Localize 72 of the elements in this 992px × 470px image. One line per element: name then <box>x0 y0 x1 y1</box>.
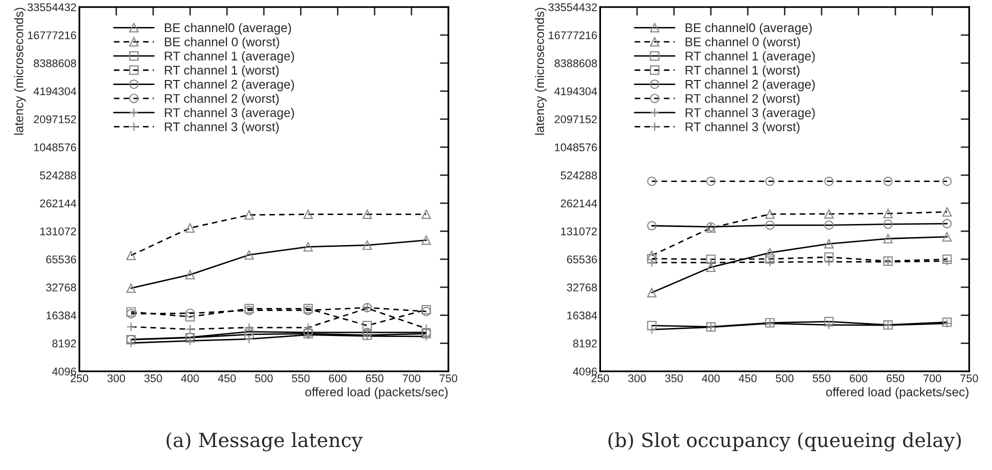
x-tick-label: 600 <box>328 374 347 382</box>
x-tick-label: 300 <box>107 374 126 382</box>
x-tick-label: 350 <box>665 374 683 382</box>
y-tick-label: 131072 <box>561 227 597 236</box>
legend-label: RT channel 3 (worst) <box>164 122 279 134</box>
x-tick-label: 450 <box>738 374 757 382</box>
x-tick-label: 350 <box>144 374 162 382</box>
y-tick-label: 8388608 <box>554 59 597 68</box>
x-tick-label: 750 <box>960 374 978 382</box>
y-tick-label: 4096 <box>52 368 76 376</box>
x-tick-label: 550 <box>812 374 830 382</box>
y-tick-label: 4096 <box>572 368 597 376</box>
y-tick-label: 16384 <box>46 312 76 320</box>
x-tick-label: 500 <box>255 374 273 382</box>
y-tick-label: 33554432 <box>28 3 76 12</box>
text: (a) Message latency <box>166 432 363 452</box>
y-tick-label: 4194304 <box>34 87 76 96</box>
legend-label: RT channel 3 (average) <box>164 108 294 120</box>
legend-label: RT channel 2 (average) <box>686 80 815 92</box>
x-tick-label: 300 <box>628 374 646 382</box>
y-tick-label: 262144 <box>40 199 76 208</box>
legend-label: RT channel 1 (average) <box>686 51 815 63</box>
legend-label: RT channel 1 (average) <box>164 51 294 63</box>
legend-label: RT channel 2 (average) <box>164 80 294 92</box>
y-tick-label: 32768 <box>46 284 76 292</box>
legend-label: BE channel0 (average) <box>164 22 291 35</box>
x-tick-label: 450 <box>218 374 236 382</box>
x-tick-label: 250 <box>70 374 88 382</box>
x-tick-label: 700 <box>402 374 420 382</box>
y-tick-label: 16384 <box>567 312 598 320</box>
text: (b) Slot occupancy (queueing delay) <box>608 432 961 452</box>
x-tick-label: 250 <box>591 374 609 382</box>
y-tick-label: 65536 <box>46 255 76 264</box>
y-tick-label: 524288 <box>40 171 76 180</box>
y-tick-label: 65536 <box>567 255 597 264</box>
legend-label: BE channel0 (average) <box>686 22 812 35</box>
x-tick-label: 550 <box>292 374 310 382</box>
x-axis-title: offered load (packets/sec) <box>826 387 968 399</box>
legend-label: RT channel 3 (worst) <box>686 122 800 134</box>
y-tick-label: 2097152 <box>554 115 597 124</box>
legend-label: BE channel 0 (worst) <box>164 37 280 49</box>
y-tick-label: 262144 <box>560 199 598 208</box>
x-tick-label: 750 <box>440 374 458 382</box>
legend-label: RT channel 1 (worst) <box>686 65 800 78</box>
y-axis-title: latency (microseconds) <box>534 8 547 135</box>
y-tick-label: 131072 <box>40 227 76 236</box>
y-axis-title: latency (microseconds) <box>14 8 26 135</box>
legend-label: RT channel 2 (worst) <box>686 94 800 106</box>
y-tick-label: 4194304 <box>554 87 598 96</box>
y-tick-label: 524288 <box>560 171 597 180</box>
legend-label: BE channel 0 (worst) <box>686 37 800 49</box>
x-tick-label: 400 <box>702 374 720 382</box>
x-tick-label: 650 <box>366 374 384 382</box>
x-tick-label: 650 <box>886 374 904 382</box>
x-tick-label: 500 <box>776 374 794 382</box>
legend-label: RT channel 2 (worst) <box>164 94 279 106</box>
y-tick-label: 8192 <box>573 340 597 348</box>
y-tick-label: 16777216 <box>548 31 597 40</box>
y-tick-label: 2097152 <box>34 115 76 124</box>
x-tick-label: 700 <box>924 374 942 382</box>
legend-label: RT channel 1 (worst) <box>164 65 279 78</box>
x-axis-title: offered load (packets/sec) <box>305 387 448 399</box>
y-tick-label: 1048576 <box>34 143 76 152</box>
y-tick-label: 16777216 <box>28 31 76 40</box>
legend-label: RT channel 3 (average) <box>686 108 815 120</box>
y-tick-label: 1048576 <box>554 143 597 152</box>
y-tick-label: 32768 <box>566 284 597 292</box>
y-tick-label: 8192 <box>52 340 76 348</box>
y-tick-label: 33554432 <box>548 3 597 12</box>
y-tick-label: 8388608 <box>34 59 76 68</box>
x-tick-label: 400 <box>181 374 199 382</box>
x-tick-label: 600 <box>850 374 868 382</box>
